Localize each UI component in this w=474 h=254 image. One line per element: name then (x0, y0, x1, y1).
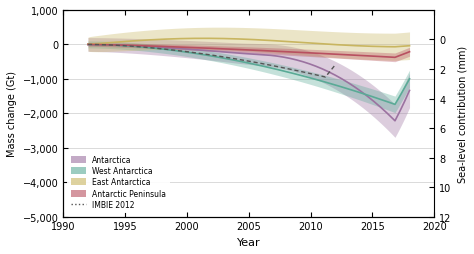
Legend: Antarctica, West Antarctica, East Antarctica, Antarctic Peninsula, IMBIE 2012: Antarctica, West Antarctica, East Antarc… (67, 151, 170, 213)
Y-axis label: Sea-level contribution (mm): Sea-level contribution (mm) (457, 45, 467, 182)
X-axis label: Year: Year (237, 237, 261, 247)
Y-axis label: Mass change (Gt): Mass change (Gt) (7, 71, 17, 157)
